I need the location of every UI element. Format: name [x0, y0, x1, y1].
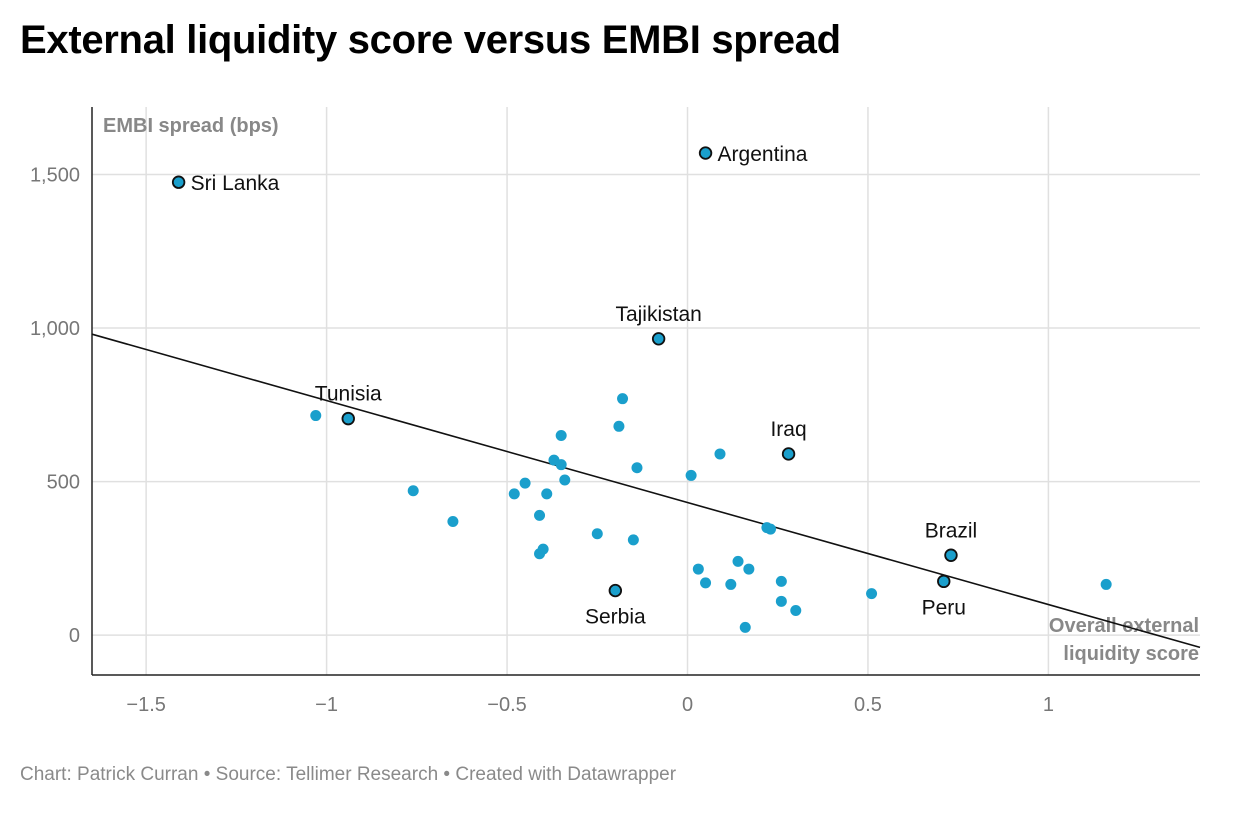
footer-source: Source: Tellimer Research: [215, 764, 439, 785]
point-label: Tajikistan: [615, 303, 701, 326]
data-point: [310, 410, 322, 422]
data-point: [1100, 578, 1112, 590]
x-tick-label: 0: [682, 694, 693, 716]
chart-title: External liquidity score versus EMBI spr…: [20, 18, 841, 62]
chart-footer: Chart: Patrick Curran • Source: Tellimer…: [20, 764, 676, 786]
y-tick-label: 0: [69, 625, 80, 647]
grid-lines: [92, 107, 1200, 675]
data-point: [700, 577, 712, 589]
data-point: [714, 448, 726, 460]
data-point: [617, 393, 629, 405]
data-point: [739, 621, 751, 633]
point-label: Peru: [922, 596, 966, 619]
data-point: [407, 485, 419, 497]
point-label: Iraq: [770, 418, 806, 441]
data-point: [765, 523, 777, 535]
point-label: Sri Lanka: [191, 172, 280, 195]
data-point: [447, 515, 459, 527]
point-label: Serbia: [585, 606, 646, 629]
footer-separator: •: [198, 764, 216, 785]
data-point: [613, 420, 625, 432]
data-point: [692, 563, 704, 575]
data-point: [775, 575, 787, 587]
data-point: [537, 543, 549, 555]
highlighted-data-point: [937, 574, 951, 589]
data-point: [743, 563, 755, 575]
data-point: [732, 555, 744, 567]
point-label: Argentina: [718, 143, 808, 166]
highlighted-data-point: [341, 411, 355, 426]
footer-separator: •: [438, 764, 456, 785]
highlighted-data-point: [171, 175, 186, 189]
data-point: [534, 509, 546, 521]
y-tick-label: 1,000: [30, 318, 80, 340]
trend-line: [91, 333, 1201, 649]
tick-labels: −1.5 −1 −0.5 0 0.5 1 0 500 1,000 1,500: [30, 165, 1054, 716]
point-label: Brazil: [925, 519, 978, 542]
data-point: [627, 534, 639, 546]
x-tick-label: −0.5: [487, 694, 526, 716]
point-label: Tunisia: [315, 383, 382, 406]
y-tick-label: 500: [47, 472, 80, 494]
highlighted-data-point: [651, 332, 666, 346]
data-point: [685, 469, 697, 481]
data-point: [519, 477, 531, 489]
y-tick-label: 1,500: [30, 165, 80, 187]
data-point: [555, 459, 567, 471]
x-tick-label: −1: [315, 694, 338, 716]
y-axis-title: EMBI spread (bps): [103, 115, 279, 137]
x-axis-title-line-2: liquidity score: [1063, 643, 1199, 665]
data-point: [559, 474, 571, 486]
highlighted-data-point: [608, 583, 623, 598]
data-point: [866, 588, 878, 600]
highlighted-data-point: [781, 447, 796, 461]
data-point: [725, 578, 737, 590]
data-point: [555, 430, 567, 442]
highlighted-data-point: [944, 548, 958, 562]
data-point: [631, 462, 643, 474]
x-tick-label: −1.5: [126, 694, 165, 716]
data-point: [775, 595, 787, 607]
point-labels: Sri Lanka Argentina Tajikistan Tunisia Iraq B…: [191, 143, 978, 629]
highlighted-data-point: [698, 146, 713, 160]
footer-author: Chart: Patrick Curran: [20, 764, 199, 785]
footer-credit: Created with Datawrapper: [455, 764, 677, 785]
data-point: [541, 488, 553, 500]
data-point: [790, 605, 802, 617]
data-point: [508, 488, 520, 500]
axes: [91, 107, 1200, 676]
data-points: [171, 146, 1112, 633]
x-tick-label: 0.5: [854, 694, 882, 716]
scatter-chart: −1.5 −1 −0.5 0 0.5 1 0 500 1,000 1,500 EMBI sprea…: [30, 107, 1201, 716]
x-tick-label: 1: [1043, 694, 1054, 716]
data-point: [591, 528, 603, 540]
